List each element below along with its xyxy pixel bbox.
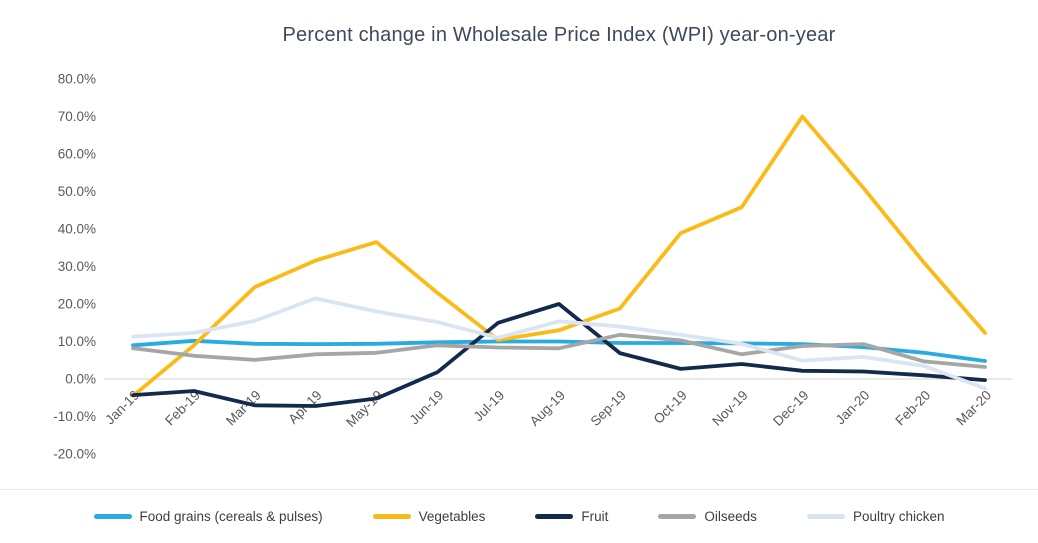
- x-tick-label: Jul-19: [471, 388, 508, 425]
- series-line-fruit: [131, 302, 987, 408]
- legend-item-fruit: Fruit: [535, 509, 608, 524]
- x-tick-label: Sep-19: [588, 388, 629, 429]
- poultry-chicken-series-swatch-icon: [806, 514, 845, 519]
- legend-item-oilseeds: Oilseeds: [658, 509, 757, 524]
- legend-label-vegetables: Vegetables: [418, 509, 486, 524]
- y-tick-label: 50.0%: [58, 184, 96, 199]
- legend-label-food-grains: Food grains (cereals & pulses): [139, 509, 323, 524]
- chart-title: Percent change in Wholesale Price Index …: [282, 24, 836, 46]
- y-tick-label: 80.0%: [58, 72, 96, 87]
- y-tick-label: 0.0%: [65, 372, 96, 387]
- food-grains-series-swatch-icon: [93, 514, 132, 519]
- y-tick-label: 60.0%: [58, 147, 96, 162]
- x-tick-label: Aug-19: [527, 388, 568, 429]
- legend-item-vegetables: Vegetables: [372, 509, 486, 524]
- x-tick-label: May-19: [343, 388, 385, 430]
- y-tick-label: 40.0%: [58, 222, 96, 237]
- x-tick-label: Mar-19: [223, 388, 264, 429]
- legend-label-poultry-chicken: Poultry chicken: [852, 509, 945, 524]
- x-tick-label: Mar-20: [953, 388, 994, 429]
- x-tick-label: Oct-19: [651, 388, 690, 427]
- y-tick-label: 70.0%: [58, 109, 96, 124]
- vegetables-series-swatch-icon: [372, 514, 411, 519]
- x-tick-label: Nov-19: [709, 388, 750, 429]
- y-tick-label: 20.0%: [58, 297, 96, 312]
- legend-label-oilseeds: Oilseeds: [704, 509, 757, 524]
- legend-item-food-grains: Food grains (cereals & pulses): [93, 509, 323, 524]
- plot-area: 80.0% 70.0% 60.0% 50.0% 40.0% 30.0% 20.0% 10.0%…: [53, 72, 1012, 462]
- x-tick-label: Jan-20: [833, 388, 873, 428]
- series-line-poultry-chicken: [131, 296, 987, 391]
- oilseeds-series-swatch-icon: [658, 514, 697, 519]
- fruit-series-swatch-icon: [535, 514, 574, 519]
- y-tick-label: 10.0%: [58, 334, 96, 349]
- x-tick-label: Feb-20: [892, 388, 933, 429]
- series-line-vegetables: [131, 114, 987, 398]
- x-tick-label: Dec-19: [770, 388, 811, 429]
- y-tick-label: 30.0%: [58, 259, 96, 274]
- legend-label-fruit: Fruit: [581, 509, 609, 524]
- series-line-oilseeds: [131, 332, 987, 369]
- chart-legend: Food grains (cereals & pulses) Vegetable…: [0, 489, 1038, 543]
- legend-item-poultry-chicken: Poultry chicken: [806, 509, 945, 524]
- x-tick-label: Jun-19: [407, 388, 447, 428]
- y-tick-label: -20.0%: [53, 447, 96, 462]
- y-tick-label: -10.0%: [53, 409, 96, 424]
